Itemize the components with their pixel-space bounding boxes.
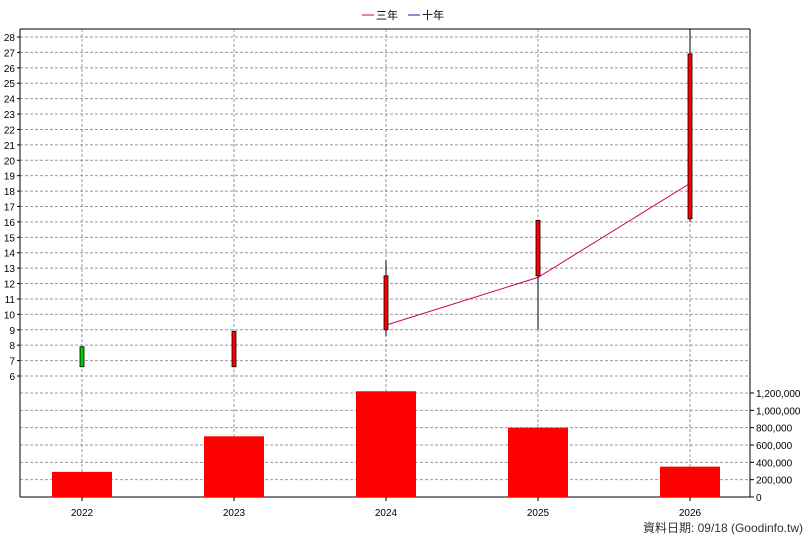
volume-bars	[52, 391, 720, 497]
candles	[79, 29, 693, 368]
footer-source: 資料日期: 09/18 (Goodinfo.tw)	[643, 521, 803, 535]
volume-tick-label: 0	[756, 493, 762, 504]
volume-bar	[204, 436, 264, 497]
candle-body	[687, 53, 693, 220]
volume-tick-label: 1,000,000	[756, 406, 801, 417]
price-tick-label: 25	[4, 79, 16, 90]
category-tick-label: 2022	[71, 508, 94, 519]
category-tick-label: 2024	[375, 508, 398, 519]
price-tick-label: 9	[9, 326, 15, 337]
volume-tick-label: 600,000	[756, 441, 793, 452]
volume-tick-label: 400,000	[756, 458, 793, 469]
category-tick-label: 2026	[679, 508, 702, 519]
legend-label-three-year: 三年	[376, 8, 398, 22]
price-tick-label: 15	[4, 233, 16, 244]
price-tick-label: 8	[9, 341, 15, 352]
category-tick-label: 2025	[527, 508, 550, 519]
price-tick-label: 23	[4, 110, 16, 121]
price-tick-label: 22	[4, 125, 16, 136]
volume-tick-label: 800,000	[756, 424, 793, 435]
price-tick-label: 7	[9, 357, 15, 368]
category-tick-label: 2023	[223, 508, 246, 519]
price-tick-label: 19	[4, 172, 16, 183]
volume-bar	[660, 466, 720, 497]
price-tick-label: 26	[4, 64, 16, 75]
candle-body	[79, 346, 85, 368]
candle-body	[231, 330, 237, 368]
legend-label-ten-year: 十年	[422, 8, 444, 22]
price-tick-label: 21	[4, 141, 16, 152]
price-tick-label: 24	[4, 95, 16, 106]
price-tick-label: 20	[4, 156, 16, 167]
volume-bar	[52, 471, 112, 497]
price-tick-label: 16	[4, 218, 16, 229]
price-tick-label: 11	[5, 295, 16, 306]
candle-body	[535, 219, 541, 277]
price-tick-label: 10	[4, 310, 16, 321]
price-tick-label: 18	[4, 187, 16, 198]
legend: 三年 十年	[362, 8, 444, 22]
tick-labels: 6 7 8 9 10 11 12 13 14 15 16 17 18 19 20 21 22 23 24 25 26 27…	[4, 33, 801, 519]
volume-tick-label: 1,200,000	[756, 389, 801, 400]
price-tick-label: 27	[4, 48, 16, 59]
volume-tick-label: 200,000	[756, 476, 793, 487]
volume-bar	[508, 427, 568, 497]
volume-bar	[356, 391, 416, 497]
price-tick-label: 14	[4, 249, 16, 260]
price-tick-label: 17	[4, 203, 16, 214]
price-tick-label: 6	[9, 372, 15, 383]
price-tick-label: 28	[4, 33, 16, 44]
price-tick-label: 12	[4, 280, 16, 291]
candle-body	[383, 275, 389, 331]
price-tick-label: 13	[4, 264, 16, 275]
